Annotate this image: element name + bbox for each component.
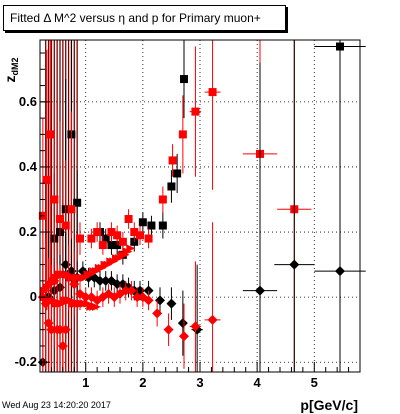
data-point-square [46, 130, 55, 139]
x-tick-label: 1 [82, 375, 89, 390]
data-point-square [147, 221, 156, 230]
data-point-triangle [92, 302, 101, 311]
data-point-square [107, 241, 116, 250]
data-point-square [56, 215, 64, 224]
data-point-diamond [100, 275, 111, 286]
data-point-square [76, 234, 84, 243]
data-point-square [158, 195, 167, 204]
data-point-square [118, 237, 127, 246]
data-point-diamond [69, 279, 80, 290]
y-axis-title: zdM2 [2, 58, 20, 83]
data-point-diamond [126, 285, 137, 296]
data-point-square [136, 231, 144, 240]
data-point-diamond [132, 292, 143, 303]
x-tick-label: 4 [254, 375, 262, 390]
data-point-square [67, 205, 76, 214]
data-point-diamond [163, 324, 174, 335]
data-point-diamond [95, 275, 105, 286]
data-point-diamond [143, 295, 154, 306]
data-point-square [191, 107, 200, 116]
data-point-diamond [60, 324, 71, 335]
data-point-diamond [152, 308, 163, 319]
y-tick-label: -0.2 [15, 354, 37, 369]
data-points [37, 40, 366, 372]
x-tick-label: 2 [139, 375, 146, 390]
x-tick-label: 3 [196, 375, 203, 390]
y-tick-label: 0 [30, 289, 37, 304]
data-point-square [73, 198, 82, 207]
data-point-diamond [120, 285, 131, 296]
y-tick-label: 0.4 [19, 159, 38, 174]
data-point-square [93, 228, 102, 237]
data-point-square [61, 221, 70, 230]
data-point-square [42, 175, 51, 184]
data-point-square [124, 215, 133, 224]
data-point-square [138, 218, 147, 227]
x-tick-label: 5 [311, 375, 318, 390]
y-tick-label: 0.2 [19, 224, 37, 239]
data-point-diamond [179, 331, 189, 342]
data-point-diamond [166, 298, 177, 309]
data-point-square [107, 228, 116, 237]
data-point-diamond [80, 292, 91, 303]
data-point-diamond [335, 266, 345, 277]
data-point-square [113, 231, 122, 240]
data-point-square [168, 156, 177, 165]
axes: 1 2 3 4 5 -0.2 0 0.2 0.4 0.6 [15, 52, 350, 390]
data-point-square [144, 234, 153, 243]
data-point-diamond [207, 314, 218, 325]
grid-lines [40, 40, 360, 372]
data-point-square [158, 221, 167, 230]
data-point-square [180, 75, 188, 84]
x-axis-title: p[GeV/c] [300, 397, 358, 413]
data-point-diamond [177, 318, 188, 329]
data-point-square [130, 228, 139, 237]
data-point-diamond [190, 321, 201, 332]
data-point-square [208, 88, 217, 97]
data-point-triangle [126, 244, 136, 253]
data-point-square [101, 234, 110, 243]
data-point-square [173, 169, 182, 178]
data-point-diamond [289, 259, 300, 270]
data-point-square [167, 182, 176, 191]
data-point-square [98, 241, 107, 250]
data-point-square [178, 130, 187, 139]
data-point-square [50, 195, 59, 204]
plot-frame [39, 39, 361, 373]
chart-title: Fitted Δ M^2 versus η and p for Primary … [3, 5, 286, 31]
footer-timestamp: Wed Aug 23 14:20:20 2017 [2, 400, 111, 410]
y-tick-label: 0.6 [19, 94, 37, 109]
data-point-square [87, 234, 96, 243]
data-point-diamond [255, 285, 265, 296]
